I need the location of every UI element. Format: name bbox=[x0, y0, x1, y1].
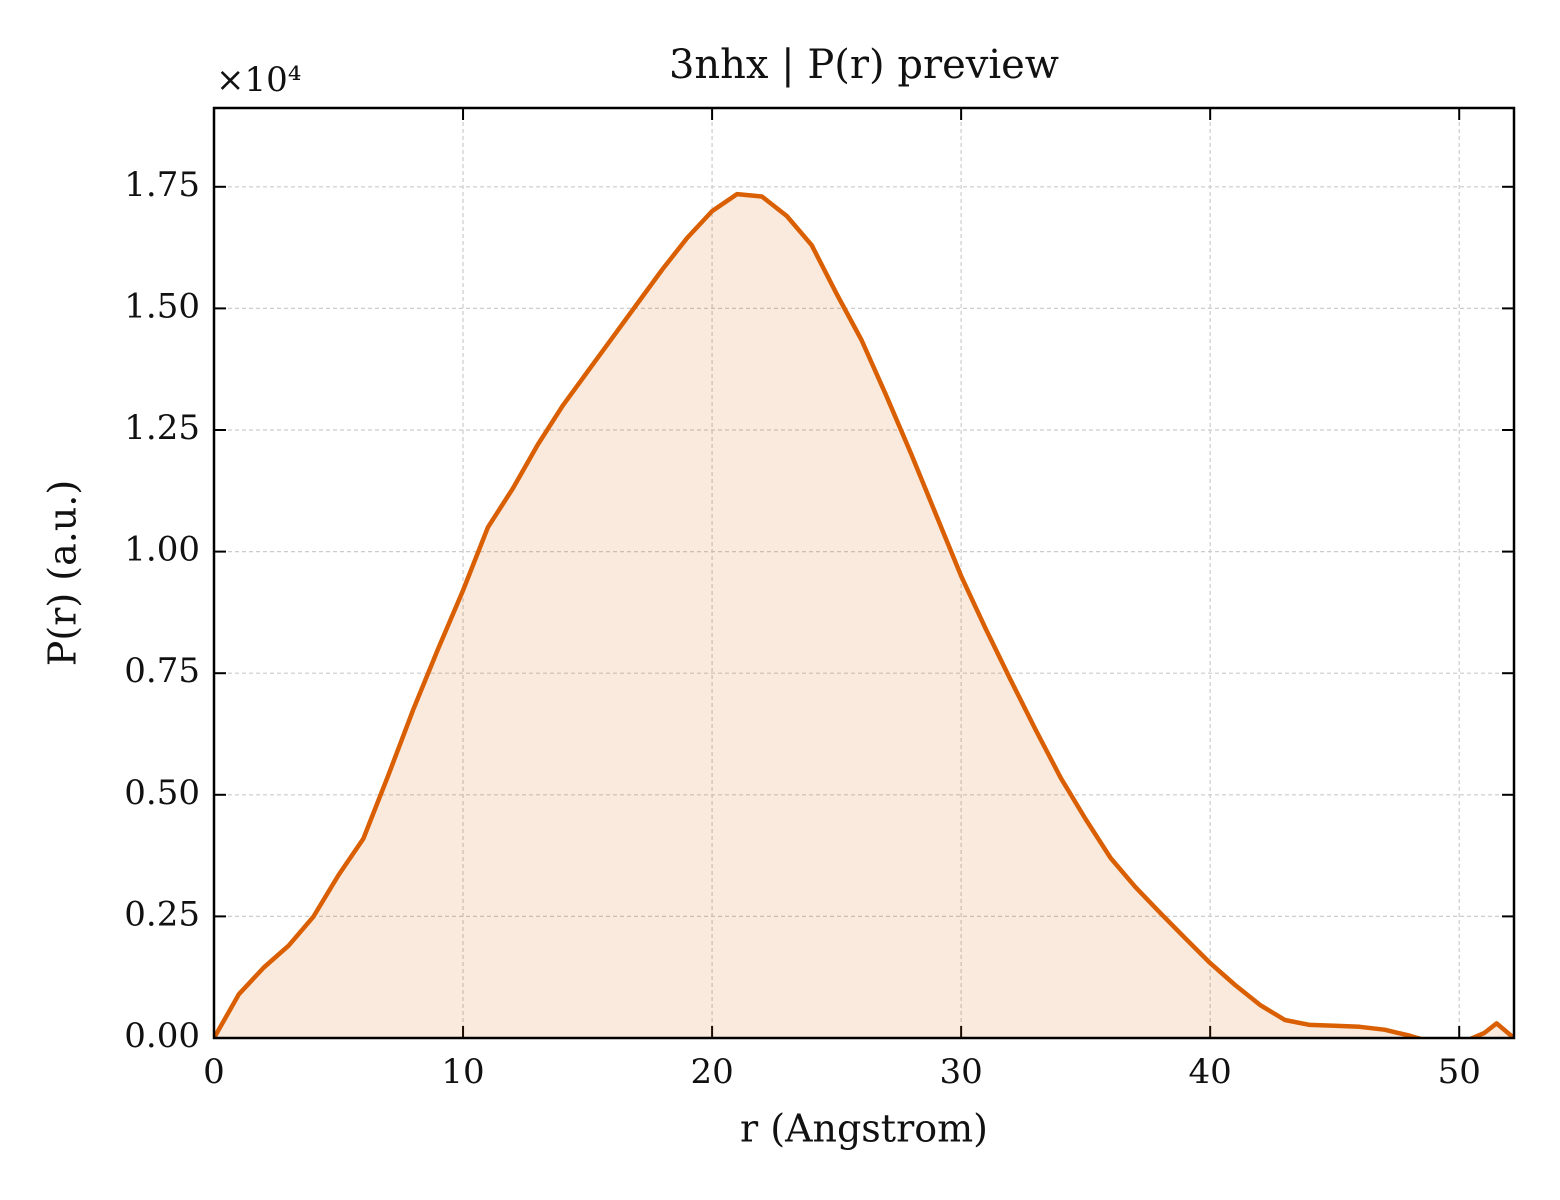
area bbox=[214, 194, 1514, 1038]
y-tick-label: 0.50 bbox=[124, 773, 200, 813]
y-tick-label: 0.00 bbox=[124, 1016, 200, 1056]
x-tick-label: 20 bbox=[690, 1052, 733, 1092]
x-tick-label: 50 bbox=[1438, 1052, 1481, 1092]
y-tick-label: 1.50 bbox=[124, 286, 200, 326]
x-tick-label: 30 bbox=[939, 1052, 982, 1092]
y-axis-label: P(r) (a.u.) bbox=[41, 480, 85, 666]
y-tick-label: 1.75 bbox=[124, 165, 200, 205]
x-tick-label: 10 bbox=[441, 1052, 484, 1092]
x-tick-label: 0 bbox=[203, 1052, 225, 1092]
line bbox=[214, 191, 1514, 1038]
y-tick-label: 0.25 bbox=[124, 894, 200, 934]
y-tick-label: 1.25 bbox=[124, 408, 200, 448]
y-tick-label: 1.00 bbox=[124, 530, 200, 570]
x-axis-label: r (Angstrom) bbox=[740, 1107, 988, 1151]
y-offset-text: ×10⁴ bbox=[216, 60, 301, 100]
x-tick-label: 40 bbox=[1189, 1052, 1232, 1092]
plot-frame bbox=[212, 106, 1516, 1040]
y-tick-label: 0.75 bbox=[124, 651, 200, 691]
chart-title: 3nhx | P(r) preview bbox=[669, 42, 1059, 88]
